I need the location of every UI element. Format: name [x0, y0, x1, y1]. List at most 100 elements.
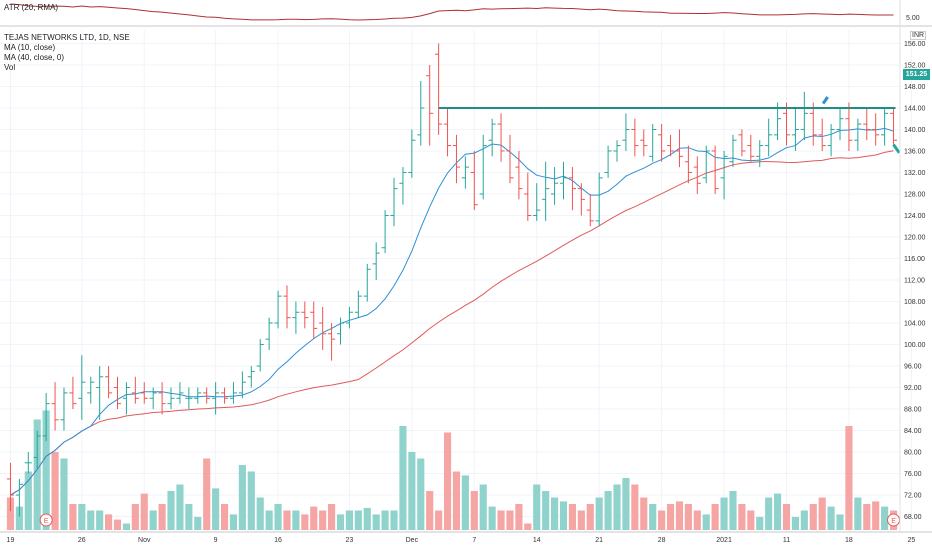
- ohlc-bar: [568, 167, 576, 211]
- atr-line: [10, 3, 894, 21]
- x-tick-label: 18: [845, 537, 853, 544]
- volume-bar: [782, 504, 791, 530]
- volume-bar: [533, 484, 541, 530]
- ohlc-bar: [542, 161, 550, 221]
- grid: [0, 30, 912, 532]
- y-tick-label: 96.00: [904, 364, 922, 371]
- volume-bar: [42, 410, 50, 530]
- volume-bar: [336, 514, 345, 530]
- ohlc-bar: [720, 150, 728, 200]
- ohlc-bar: [889, 107, 898, 146]
- ohlc-bar: [881, 107, 889, 146]
- volume-bar: [827, 506, 835, 530]
- ohlc-bar: [176, 382, 184, 404]
- volume-bar: [167, 491, 175, 530]
- volume-bar: [640, 497, 648, 530]
- ohlc-bar: [105, 366, 113, 399]
- volume-bar: [595, 497, 603, 530]
- ohlc-bars: [6, 43, 898, 517]
- x-tick-label: 26: [78, 537, 86, 544]
- volume-bar: [212, 488, 220, 530]
- ohlc-bar: [131, 376, 139, 404]
- ohlc-bar: [461, 156, 469, 189]
- ohlc-bar: [51, 382, 59, 431]
- ohlc-bar: [488, 118, 496, 157]
- ohlc-bar: [452, 134, 461, 184]
- volume-bar: [238, 465, 246, 530]
- volume-bar: [140, 493, 148, 530]
- volume-bar: [568, 504, 576, 530]
- ohlc-bar: [756, 140, 764, 168]
- price-axis[interactable]: 156.00 152.00 148.00 144.00 140.00 136.00 132.…: [904, 41, 926, 521]
- volume-bar: [675, 501, 684, 530]
- y-tick-label: 144.00: [904, 105, 926, 112]
- ohlc-bar: [827, 124, 835, 157]
- volume-bar: [417, 458, 425, 530]
- ohlc-bar: [229, 382, 238, 404]
- volume-bar: [854, 497, 862, 530]
- ohlc-bar: [470, 150, 478, 211]
- ohlc-bar: [15, 478, 23, 517]
- x-tick-label: 21: [595, 537, 603, 544]
- volume-bar: [194, 517, 202, 530]
- y-tick-label: 148.00: [904, 84, 926, 91]
- volume-bar: [408, 452, 416, 530]
- ohlc-bar: [675, 129, 684, 168]
- volume-bar: [87, 510, 95, 530]
- volume-bar: [33, 419, 41, 530]
- ohlc-bar: [497, 113, 505, 162]
- ohlc-bar: [60, 387, 68, 431]
- ohlc-bar: [729, 134, 737, 168]
- volume-bars: [6, 410, 898, 530]
- ohlc-bar: [265, 317, 273, 350]
- y-tick-label: 132.00: [904, 170, 926, 177]
- ma10-line: [10, 127, 894, 496]
- ohlc-bar: [604, 145, 612, 178]
- x-tick-label: 14: [533, 537, 541, 544]
- symbol-title: TEJAS NETWORKS LTD, 1D, NSE: [4, 33, 130, 42]
- ohlc-bar: [185, 387, 193, 410]
- y-tick-label: 92.00: [904, 385, 922, 392]
- ohlc-bar: [551, 167, 559, 205]
- volume-bar: [319, 510, 327, 530]
- volume-bar: [390, 510, 398, 530]
- volume-bar: [470, 491, 478, 530]
- volume-bar: [426, 491, 434, 530]
- ohlc-bar: [113, 376, 122, 410]
- volume-bar: [542, 491, 550, 530]
- ohlc-bar: [301, 301, 309, 329]
- ohlc-bar: [845, 102, 853, 151]
- y-tick-label: 72.00: [904, 493, 922, 500]
- ohlc-bar: [765, 118, 773, 157]
- ohlc-bar: [87, 376, 95, 404]
- atr-legend: ATR (20, RMA): [4, 3, 59, 12]
- y-tick-label: 88.00: [904, 407, 922, 414]
- volume-bar: [78, 504, 86, 530]
- ohlc-bar: [818, 118, 826, 151]
- ohlc-bar: [69, 376, 77, 410]
- volume-bar: [765, 497, 773, 530]
- volume-bar: [461, 475, 469, 530]
- volume-bar: [229, 514, 238, 530]
- ohlc-bar: [78, 355, 86, 420]
- volume-bar: [399, 426, 407, 530]
- time-axis[interactable]: 1926Nov91623Dec71421282021111825Feb: [7, 537, 932, 544]
- ohlc-bar: [417, 81, 425, 146]
- volume-bar: [265, 510, 273, 530]
- ohlc-bar: [212, 382, 220, 415]
- ohlc-bar: [559, 161, 568, 200]
- volume-bar: [274, 504, 282, 530]
- volume-bar: [729, 491, 737, 530]
- ohlc-bar: [399, 167, 407, 205]
- volume-bar: [122, 523, 130, 530]
- volume-bar: [684, 504, 692, 530]
- x-tick-label: 16: [274, 537, 282, 544]
- ohlc-bar: [345, 306, 353, 329]
- pencil-icon: [821, 96, 829, 105]
- x-tick-label: 25: [907, 537, 915, 544]
- y-tick-label: 104.00: [904, 321, 926, 328]
- ohlc-bar: [631, 118, 639, 157]
- volume-bar: [506, 510, 514, 530]
- x-tick-label: 28: [658, 537, 666, 544]
